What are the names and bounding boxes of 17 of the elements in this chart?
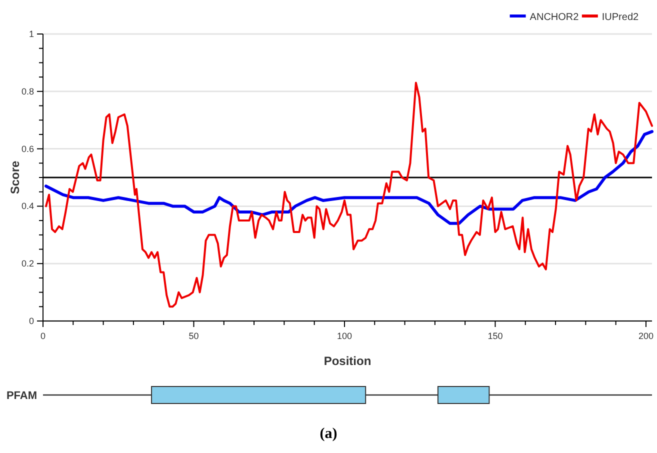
x-axis-title: Position [324, 354, 372, 368]
x-tick-label: 200 [638, 331, 654, 341]
x-tick-label: 0 [40, 331, 46, 341]
y-tick-label: 0.6 [21, 144, 34, 154]
y-tick-label: PFAM [6, 390, 37, 402]
annotation: (a) [320, 426, 338, 442]
y-tick-label: 1 [28, 29, 34, 39]
y-axis-title: Score [8, 160, 22, 194]
legend-label: ANCHOR2 [530, 12, 580, 23]
x-tick-label: 150 [488, 331, 503, 341]
legend-label: IUPred2 [602, 12, 640, 23]
y-tick-label: 0.8 [21, 86, 34, 96]
y-tick-label: 0 [28, 316, 34, 326]
y-tick-label: 0.4 [21, 201, 34, 212]
x-tick-label: 50 [188, 331, 199, 341]
y-tick-label: 0.2 [21, 258, 34, 269]
x-tick-label: 100 [336, 331, 352, 341]
